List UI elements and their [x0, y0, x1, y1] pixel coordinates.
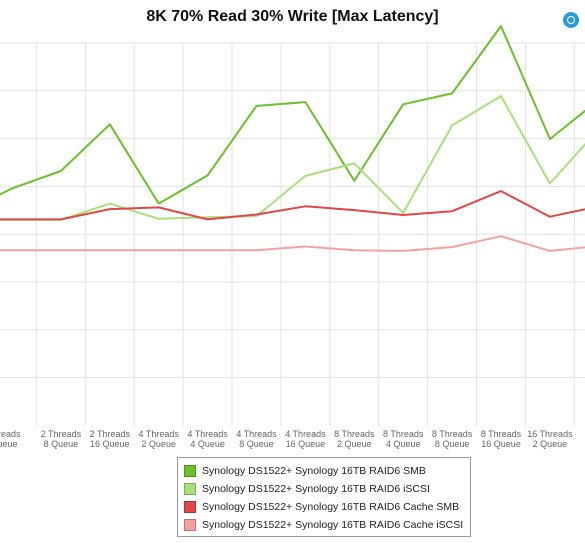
x-tick-label: 8 Threads 16 Queue — [481, 429, 522, 449]
series-lines — [0, 25, 585, 252]
x-tick-label: 8 Threads 2 Queue — [334, 429, 375, 449]
series-line-1[interactable] — [0, 95, 585, 221]
legend: Synology DS1522+ Synology 16TB RAID6 SMB… — [177, 457, 471, 537]
series-line-3[interactable] — [0, 235, 585, 252]
legend-swatch — [184, 501, 196, 513]
x-tick-label: ThreadsQueue — [0, 429, 21, 449]
legend-label: Synology DS1522+ Synology 16TB RAID6 Cac… — [202, 519, 464, 531]
series-line-0[interactable] — [0, 25, 585, 205]
legend-item-iscsi[interactable]: Synology DS1522+ Synology 16TB RAID6 iSC… — [184, 480, 464, 498]
x-tick-label: 4 Threads 2 Queue — [139, 429, 180, 449]
x-tick-label: 4 Threads 4 Queue — [187, 429, 228, 449]
x-tick-label: 8 Threads 4 Queue — [383, 429, 424, 449]
x-tick-label: 16 Threads 2 Queue — [527, 429, 573, 449]
legend-label: Synology DS1522+ Synology 16TB RAID6 Cac… — [202, 501, 460, 513]
chart-menu-icon[interactable] — [563, 12, 579, 28]
legend-item-cache-iscsi[interactable]: Synology DS1522+ Synology 16TB RAID6 Cac… — [184, 516, 464, 534]
grid-lines — [0, 42, 585, 426]
legend-swatch — [184, 483, 196, 495]
legend-label: Synology DS1522+ Synology 16TB RAID6 SMB — [202, 465, 426, 477]
series-line-2[interactable] — [0, 190, 585, 221]
x-tick-label: 2 Threads 16 Queue — [90, 429, 131, 449]
chart-title: 8K 70% Read 30% Write [Max Latency] — [146, 8, 439, 25]
legend-item-cache-smb[interactable]: Synology DS1522+ Synology 16TB RAID6 Cac… — [184, 498, 464, 516]
x-tick-label: 2 Threads 8 Queue — [41, 429, 82, 449]
x-tick-label: 4 Threads 8 Queue — [236, 429, 277, 449]
legend-swatch — [184, 465, 196, 477]
legend-label: Synology DS1522+ Synology 16TB RAID6 iSC… — [202, 483, 430, 495]
x-tick-label: 4 Threads 16 Queue — [285, 429, 326, 449]
legend-swatch — [184, 519, 196, 531]
x-tick-label: 8 Threads 8 Queue — [432, 429, 473, 449]
legend-item-smb[interactable]: Synology DS1522+ Synology 16TB RAID6 SMB — [184, 462, 464, 480]
